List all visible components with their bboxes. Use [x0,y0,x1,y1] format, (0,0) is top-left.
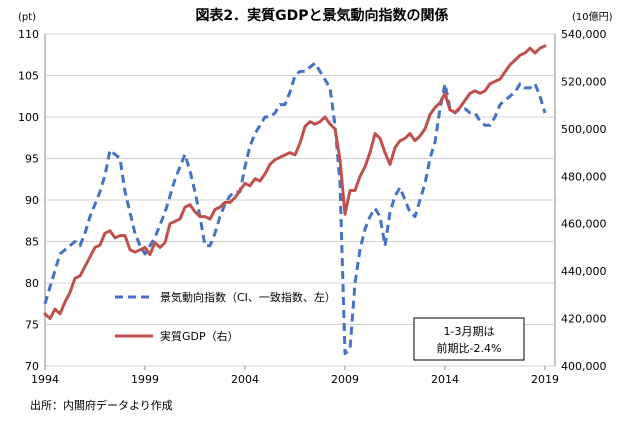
left-tick-label: 75 [25,319,39,332]
legend: 景気動向指数（CI、一致指数、左） 実質GDP（右） [115,290,336,343]
annotation-line1: 1-3月期は [444,325,495,338]
right-tick-label: 440,000 [561,265,607,278]
source-note: 出所：内閣府データより作成 [30,398,173,412]
annotation-box [413,317,525,361]
x-tick-label: 1994 [31,373,59,386]
right-tick-label: 420,000 [561,313,607,326]
right-tick-label: 460,000 [561,218,607,231]
legend-label-ci: 景気動向指数（CI、一致指数、左） [160,290,336,304]
x-tick-label: 1999 [131,373,159,386]
series-ci-line [43,61,547,356]
series-lines [43,44,547,356]
x-tick-label: 2014 [431,373,459,386]
left-tick-label: 105 [18,70,39,83]
right-axis-ticks: 400,000 420,000 440,000 460,000 480,000 500,0… [561,28,607,373]
left-tick-label: 80 [25,277,39,290]
gridlines [44,33,556,367]
series-gdp-line [43,44,547,321]
x-axis-ticks: 1994 1999 2004 2009 2014 2019 [31,366,559,386]
chart-title: 図表2．実質GDPと景気動向指数の関係 [195,7,448,24]
right-tick-label: 520,000 [561,75,607,88]
right-tick-label: 480,000 [561,170,607,183]
x-tick-label: 2019 [531,373,559,386]
left-tick-label: 110 [18,28,39,41]
annotation-note: 1-3月期は 前期比-2.4% [413,317,525,361]
left-tick-label: 100 [18,111,39,124]
x-tick-label: 2004 [231,373,259,386]
left-axis-unit: (pt) [18,12,36,23]
right-tick-label: 400,000 [561,360,607,373]
right-tick-label: 540,000 [561,28,607,41]
left-tick-label: 85 [25,236,39,249]
left-tick-label: 70 [25,360,39,373]
x-tick-label: 2009 [331,373,359,386]
right-axis-unit: (10億円) [572,10,613,23]
legend-label-gdp: 実質GDP（右） [160,329,239,343]
right-tick-label: 500,000 [561,123,607,136]
left-tick-label: 90 [25,194,39,207]
left-tick-label: 95 [25,153,39,166]
left-axis-ticks: 70 75 80 85 90 95 100 105 110 [18,28,39,373]
annotation-line2: 前期比-2.4% [437,341,502,355]
